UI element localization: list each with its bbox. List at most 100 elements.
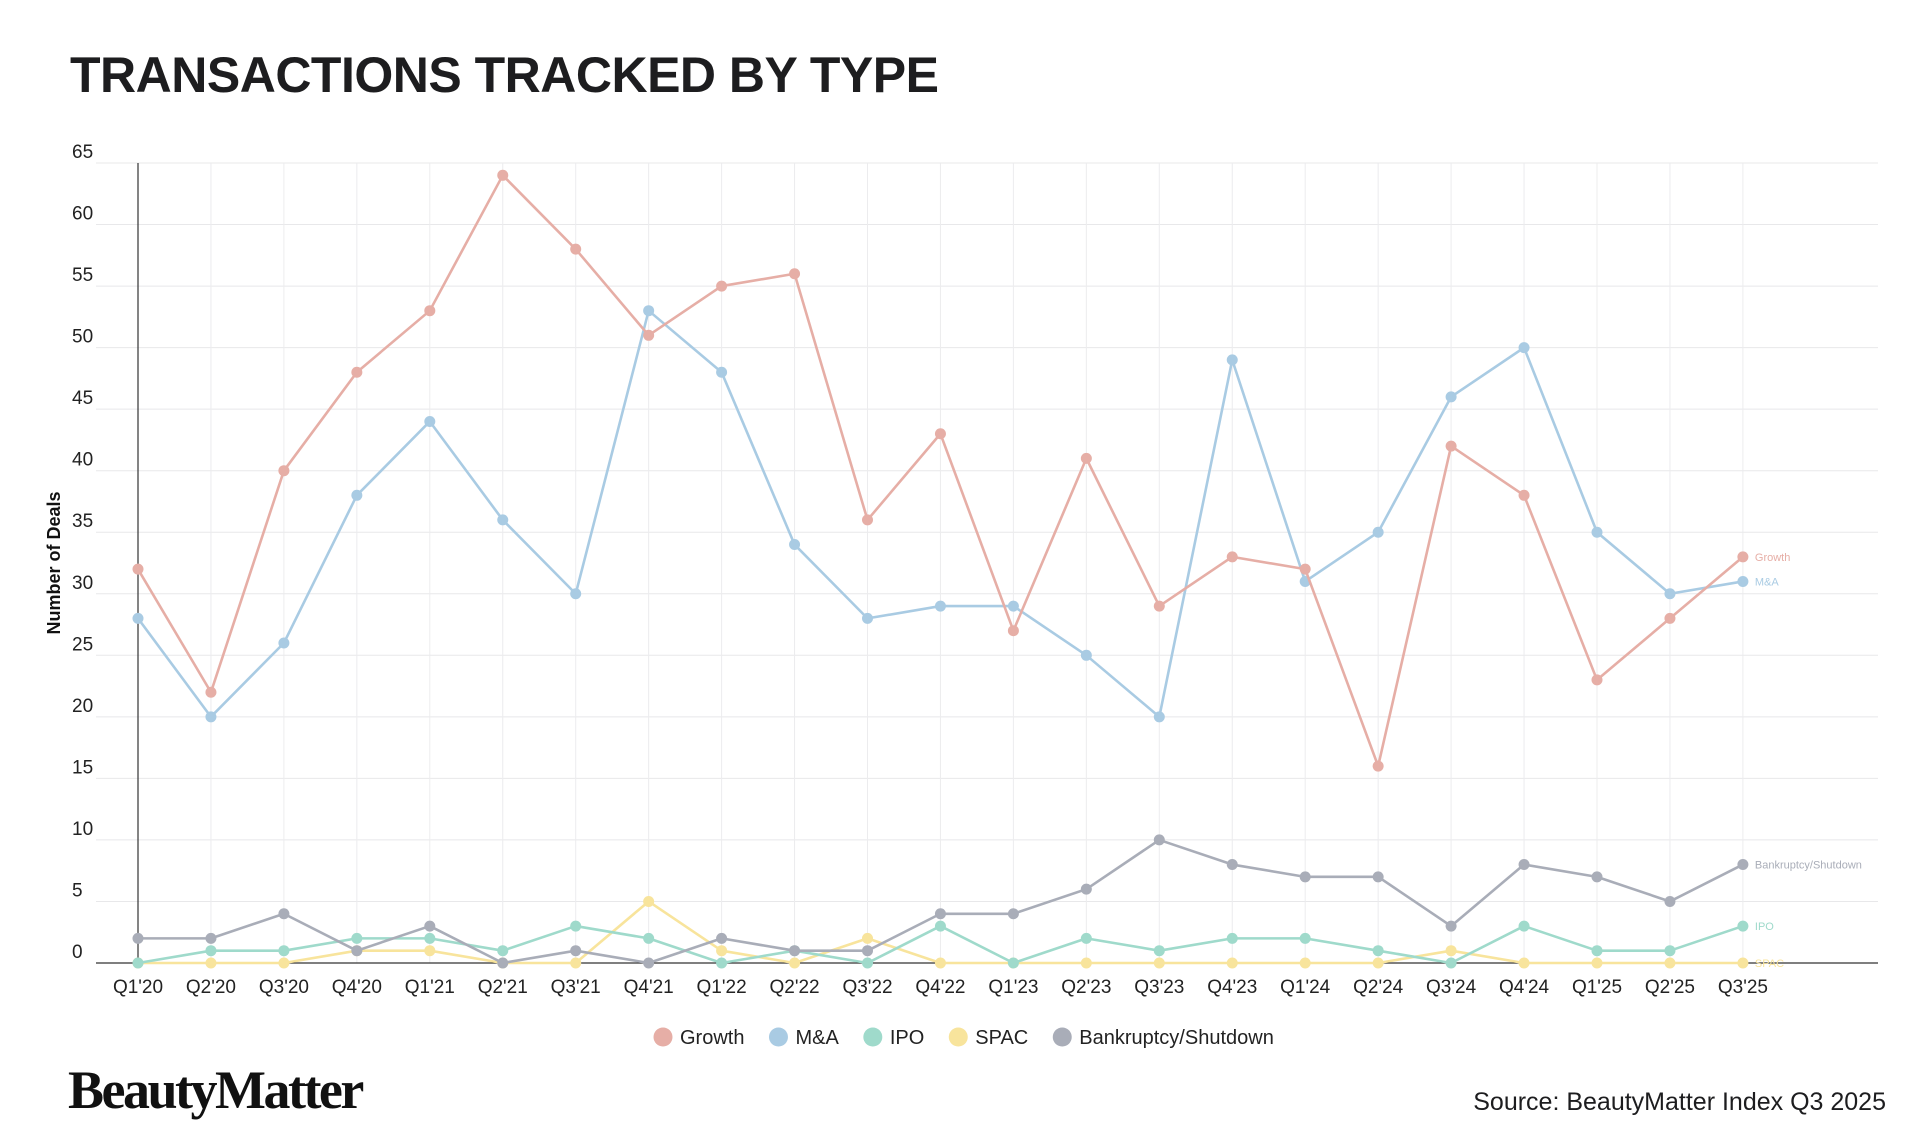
data-point[interactable] — [1299, 957, 1311, 969]
data-point[interactable] — [1372, 526, 1384, 538]
data-point[interactable] — [1153, 711, 1165, 723]
data-point[interactable] — [1591, 526, 1603, 538]
data-point[interactable] — [351, 489, 363, 501]
data-point[interactable] — [424, 932, 436, 944]
data-point[interactable] — [1445, 957, 1457, 969]
data-point[interactable] — [132, 563, 144, 575]
data-point[interactable] — [934, 957, 946, 969]
data-point[interactable] — [862, 945, 873, 957]
data-point[interactable] — [862, 957, 873, 969]
data-point[interactable] — [643, 957, 655, 969]
data-point[interactable] — [862, 514, 873, 526]
legend-item-ipo[interactable]: IPO — [863, 1027, 924, 1049]
data-point[interactable] — [1372, 871, 1384, 883]
data-point[interactable] — [1737, 957, 1749, 969]
data-point[interactable] — [1518, 489, 1530, 501]
data-point[interactable] — [1226, 859, 1238, 871]
data-point[interactable] — [570, 957, 582, 969]
data-point[interactable] — [497, 957, 509, 969]
data-point[interactable] — [716, 280, 728, 292]
data-point[interactable] — [1007, 600, 1019, 612]
data-point[interactable] — [1299, 563, 1311, 575]
data-point[interactable] — [497, 945, 509, 957]
data-point[interactable] — [1153, 957, 1165, 969]
data-point[interactable] — [570, 588, 582, 600]
data-point[interactable] — [1737, 920, 1749, 932]
data-point[interactable] — [351, 932, 363, 944]
data-point[interactable] — [934, 908, 946, 920]
data-point[interactable] — [1518, 957, 1530, 969]
data-point[interactable] — [1080, 957, 1092, 969]
data-point[interactable] — [789, 268, 801, 280]
chart-legend[interactable]: Growth M&A IPO SPAC Bankruptcy/Shutdown — [653, 1027, 1274, 1049]
data-point[interactable] — [789, 957, 801, 969]
data-point[interactable] — [132, 957, 144, 969]
data-point[interactable] — [934, 600, 946, 612]
data-point[interactable] — [1299, 932, 1311, 944]
data-point[interactable] — [424, 945, 436, 957]
data-point[interactable] — [789, 945, 801, 957]
data-point[interactable] — [1518, 920, 1530, 932]
data-point[interactable] — [1591, 957, 1603, 969]
data-point[interactable] — [1445, 920, 1457, 932]
data-point[interactable] — [1664, 957, 1676, 969]
data-point[interactable] — [1591, 674, 1603, 686]
data-point[interactable] — [1153, 834, 1165, 846]
data-point[interactable] — [1445, 945, 1457, 957]
data-point[interactable] — [862, 932, 873, 944]
data-point[interactable] — [1226, 551, 1238, 563]
data-point[interactable] — [716, 366, 728, 378]
legend-item-spac[interactable]: SPAC — [948, 1027, 1028, 1049]
data-point[interactable] — [1737, 575, 1749, 587]
data-point[interactable] — [1664, 612, 1676, 624]
data-point[interactable] — [1007, 908, 1019, 920]
data-point[interactable] — [1664, 895, 1676, 907]
data-point[interactable] — [497, 514, 509, 526]
data-point[interactable] — [1299, 871, 1311, 883]
data-point[interactable] — [497, 169, 509, 181]
data-point[interactable] — [205, 686, 217, 698]
data-point[interactable] — [1080, 932, 1092, 944]
data-point[interactable] — [132, 932, 144, 944]
data-point[interactable] — [1518, 342, 1530, 354]
data-point[interactable] — [1153, 600, 1165, 612]
data-point[interactable] — [132, 612, 144, 624]
data-point[interactable] — [205, 932, 217, 944]
data-point[interactable] — [205, 945, 217, 957]
legend-item-growth[interactable]: Growth — [653, 1027, 745, 1049]
data-point[interactable] — [1372, 957, 1384, 969]
data-point[interactable] — [934, 428, 946, 440]
data-point[interactable] — [351, 366, 363, 378]
data-point[interactable] — [1080, 452, 1092, 464]
data-point[interactable] — [1445, 391, 1457, 403]
data-point[interactable] — [716, 945, 728, 957]
data-point[interactable] — [570, 243, 582, 255]
data-point[interactable] — [424, 415, 436, 427]
data-point[interactable] — [1372, 760, 1384, 772]
data-point[interactable] — [643, 895, 655, 907]
data-point[interactable] — [424, 920, 436, 932]
data-point[interactable] — [1007, 625, 1019, 637]
data-point[interactable] — [643, 329, 655, 341]
data-point[interactable] — [1153, 945, 1165, 957]
data-point[interactable] — [278, 957, 290, 969]
data-point[interactable] — [1080, 883, 1092, 895]
data-point[interactable] — [1226, 354, 1238, 366]
data-point[interactable] — [351, 945, 363, 957]
data-point[interactable] — [570, 945, 582, 957]
data-point[interactable] — [1518, 859, 1530, 871]
data-point[interactable] — [643, 305, 655, 317]
data-point[interactable] — [862, 612, 873, 624]
data-point[interactable] — [278, 945, 290, 957]
data-point[interactable] — [205, 711, 217, 723]
data-point[interactable] — [1007, 957, 1019, 969]
data-point[interactable] — [716, 932, 728, 944]
data-point[interactable] — [1445, 440, 1457, 452]
data-point[interactable] — [1226, 957, 1238, 969]
data-point[interactable] — [1080, 649, 1092, 661]
legend-item-m-a[interactable]: M&A — [768, 1027, 840, 1049]
legend-item-bankruptcy-shutdown[interactable]: Bankruptcy/Shutdown — [1052, 1027, 1274, 1049]
data-point[interactable] — [934, 920, 946, 932]
data-point[interactable] — [205, 957, 217, 969]
data-point[interactable] — [278, 908, 290, 920]
